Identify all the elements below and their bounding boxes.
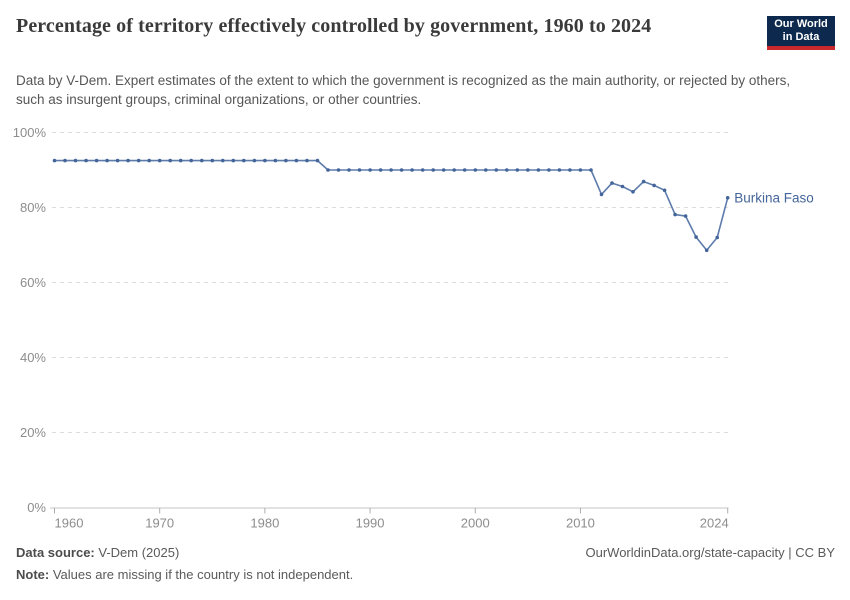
data-point[interactable] — [505, 168, 509, 172]
data-point[interactable] — [157, 158, 162, 163]
data-point[interactable] — [357, 168, 362, 172]
data-point[interactable] — [200, 158, 204, 163]
data-point[interactable] — [315, 158, 320, 163]
series-end-label[interactable]: Burkina Faso — [734, 190, 814, 205]
data-point[interactable] — [399, 168, 404, 172]
footer-link[interactable]: OurWorldinData.org/state-capacity | CC B… — [585, 545, 835, 560]
data-point[interactable] — [168, 158, 172, 163]
x-tick-label: 2010 — [566, 516, 595, 531]
data-point[interactable] — [441, 168, 446, 172]
x-tick-label: 2000 — [461, 516, 490, 531]
y-tick-label: 100% — [13, 125, 47, 140]
x-tick-label: 1970 — [145, 516, 174, 531]
data-point[interactable] — [578, 168, 583, 172]
data-point[interactable] — [294, 158, 299, 163]
data-point[interactable] — [452, 168, 457, 172]
x-tick-label: 2024 — [700, 516, 729, 531]
data-point[interactable] — [368, 168, 372, 172]
data-point[interactable] — [631, 190, 635, 194]
page-title: Percentage of territory effectively cont… — [16, 15, 652, 37]
data-point[interactable] — [252, 158, 257, 163]
chart-subtitle: Data by V-Dem. Expert estimates of the e… — [16, 73, 791, 107]
data-point[interactable] — [683, 214, 688, 218]
data-point[interactable] — [431, 168, 436, 172]
footer-note-label: Note: — [16, 567, 50, 582]
data-point[interactable] — [147, 158, 151, 163]
data-point[interactable] — [641, 179, 646, 184]
data-point[interactable] — [389, 168, 393, 172]
data-point[interactable] — [484, 168, 488, 172]
x-tick-label: 1990 — [356, 516, 385, 531]
x-tick-label: 1980 — [250, 516, 279, 531]
series-line[interactable] — [53, 159, 729, 252]
data-source-value: V-Dem (2025) — [94, 545, 180, 560]
footer-note: Note: Values are missing if the country … — [16, 567, 835, 583]
data-point[interactable] — [704, 248, 709, 253]
data-source-label: Data source: — [16, 545, 95, 560]
y-tick-label: 20% — [20, 425, 46, 440]
data-point[interactable] — [231, 158, 236, 163]
data-point[interactable] — [189, 158, 193, 163]
owid-logo-line2: in Data — [782, 31, 820, 43]
data-point[interactable] — [94, 158, 99, 163]
data-source: Data source: V-Dem (2025) — [16, 545, 179, 561]
data-point[interactable] — [305, 158, 309, 163]
data-point[interactable] — [63, 158, 67, 163]
y-tick-label: 80% — [20, 200, 46, 215]
data-point[interactable] — [410, 168, 414, 172]
data-point[interactable] — [568, 168, 572, 172]
data-point[interactable] — [126, 158, 130, 163]
data-point[interactable] — [105, 158, 109, 163]
x-tick-label: 1960 — [55, 516, 84, 531]
data-point[interactable] — [462, 168, 467, 172]
data-point[interactable] — [84, 158, 88, 163]
data-point[interactable] — [599, 192, 604, 197]
chart-footer: Data source: V-Dem (2025) OurWorldinData… — [16, 545, 835, 583]
footer-note-value: Values are missing if the country is not… — [49, 567, 354, 582]
data-point[interactable] — [673, 212, 677, 217]
data-point[interactable] — [336, 168, 341, 172]
data-point[interactable] — [662, 188, 667, 193]
data-point[interactable] — [515, 168, 520, 172]
data-point[interactable] — [547, 168, 551, 172]
data-point[interactable] — [536, 168, 541, 172]
data-point[interactable] — [420, 168, 425, 172]
data-point[interactable] — [326, 168, 330, 172]
data-point[interactable] — [378, 168, 383, 172]
data-point[interactable] — [715, 235, 719, 240]
data-point[interactable] — [694, 235, 698, 239]
data-point[interactable] — [210, 158, 215, 163]
data-point[interactable] — [263, 158, 267, 163]
data-point[interactable] — [221, 158, 225, 163]
data-point[interactable] — [284, 158, 288, 163]
data-point[interactable] — [652, 183, 656, 188]
data-point[interactable] — [620, 184, 625, 189]
y-tick-label: 40% — [20, 350, 46, 365]
data-point[interactable] — [347, 168, 351, 172]
data-point[interactable] — [136, 158, 141, 163]
data-point[interactable] — [526, 168, 530, 172]
data-point[interactable] — [610, 181, 614, 185]
data-point[interactable] — [52, 158, 57, 163]
data-point[interactable] — [557, 168, 562, 172]
y-tick-label: 60% — [20, 275, 46, 290]
owid-logo-line1: Our World — [774, 18, 828, 30]
data-point[interactable] — [73, 158, 78, 163]
data-point[interactable] — [178, 158, 183, 163]
y-tick-label: 0% — [27, 500, 46, 515]
data-point[interactable] — [725, 196, 730, 200]
data-point[interactable] — [473, 168, 478, 172]
data-point[interactable] — [273, 158, 278, 163]
data-point[interactable] — [589, 168, 593, 172]
data-point[interactable] — [494, 168, 499, 172]
data-point[interactable] — [115, 158, 120, 163]
owid-logo[interactable]: Our World in Data — [767, 16, 835, 50]
data-point[interactable] — [242, 158, 246, 163]
